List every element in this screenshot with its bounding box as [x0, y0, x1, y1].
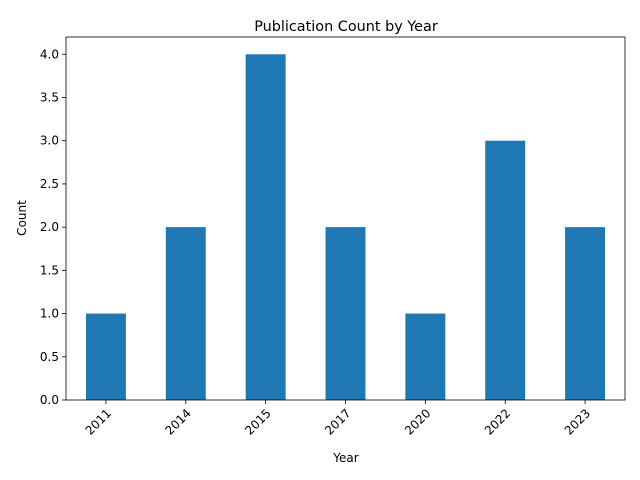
y-tick-label: 2.5 — [40, 177, 59, 191]
x-tick-label: 2023 — [562, 406, 593, 437]
plot-frame — [65, 36, 626, 401]
y-tick-label: 4.0 — [40, 47, 59, 61]
y-tick-label: 3.0 — [40, 134, 59, 148]
bars-layer — [85, 54, 606, 400]
x-tick-label: 2011 — [83, 406, 114, 437]
y-axis-label: Count — [15, 200, 29, 236]
x-tick-label: 2014 — [162, 406, 193, 437]
x-tick-label: 2022 — [482, 406, 513, 437]
y-axis: 0.0 0.5 1.0 1.5 2.0 2.5 3.0 3.5 4.0 — [40, 47, 66, 407]
y-tick-label: 2.0 — [40, 220, 59, 234]
x-tick-label: 2017 — [322, 406, 353, 437]
y-tick-label: 1.0 — [40, 307, 59, 321]
x-tick-label: 2020 — [402, 406, 433, 437]
y-tick-label: 1.5 — [40, 263, 59, 277]
y-tick-label: 3.5 — [40, 91, 59, 105]
bar-2017 — [325, 227, 366, 400]
bar-2011 — [85, 313, 126, 400]
bar-2023 — [565, 227, 606, 400]
bar-2020 — [405, 313, 446, 400]
y-tick-label: 0.0 — [40, 393, 59, 407]
bar-2022 — [485, 140, 526, 400]
x-axis-label: Year — [332, 451, 358, 465]
x-tick-label: 2015 — [242, 406, 273, 437]
x-axis: 2011 2014 2015 2017 2020 2022 2023 — [83, 400, 593, 438]
bar-2014 — [165, 227, 206, 400]
chart-title: Publication Count by Year — [254, 19, 438, 35]
bar-2015 — [245, 54, 286, 400]
y-tick-label: 0.5 — [40, 350, 59, 364]
